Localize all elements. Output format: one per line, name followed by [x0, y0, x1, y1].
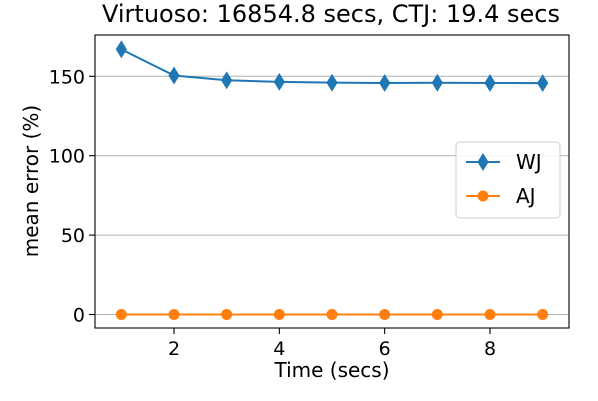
- x-tick-label: 8: [484, 338, 496, 360]
- x-axis-label: Time (secs): [273, 358, 389, 382]
- data-point-wj: [484, 74, 496, 92]
- data-point-wj: [221, 71, 233, 90]
- x-axis-ticks: 2 4 6 8: [168, 328, 496, 360]
- x-tick-label: 2: [168, 338, 180, 360]
- legend-item-wj: WJ: [466, 150, 542, 174]
- data-point-wj: [273, 72, 285, 91]
- data-point-aj: [431, 309, 443, 321]
- y-tick-label: 50: [61, 225, 85, 247]
- series-aj: [115, 309, 549, 321]
- data-point-aj: [537, 309, 549, 321]
- legend-swatch-marker: [477, 153, 489, 171]
- legend-swatch-marker: [477, 190, 489, 202]
- data-point-aj: [168, 309, 180, 321]
- series-group: [115, 40, 549, 321]
- data-point-wj: [115, 40, 127, 59]
- data-point-aj: [115, 309, 127, 321]
- y-tick-label: 100: [49, 146, 85, 168]
- data-point-wj: [537, 74, 549, 93]
- data-point-wj: [431, 73, 443, 92]
- series-wj: [115, 40, 549, 93]
- data-point-wj: [379, 74, 391, 92]
- x-tick-label: 6: [379, 338, 391, 360]
- legend-label: WJ: [516, 150, 542, 174]
- data-point-aj: [221, 309, 233, 321]
- chart-title: Virtuoso: 16854.8 secs, CTJ: 19.4 secs: [102, 0, 560, 28]
- x-tick-label: 4: [273, 338, 285, 360]
- y-tick-label: 150: [49, 66, 85, 88]
- legend: WJ AJ: [455, 141, 561, 219]
- y-axis-ticks: 0 50 100 150: [49, 66, 95, 327]
- y-tick-label: 0: [73, 305, 85, 327]
- legend-label: AJ: [516, 184, 536, 208]
- y-axis-label: mean error (%): [19, 105, 43, 257]
- data-point-aj: [273, 309, 285, 321]
- data-point-aj: [379, 309, 391, 321]
- legend-item-aj: AJ: [466, 184, 536, 208]
- plot-frame: [94, 34, 570, 329]
- data-point-wj: [326, 73, 338, 92]
- data-point-aj: [326, 309, 338, 321]
- data-point-aj: [484, 309, 496, 321]
- legend-box: [455, 141, 561, 219]
- data-point-wj: [168, 66, 180, 85]
